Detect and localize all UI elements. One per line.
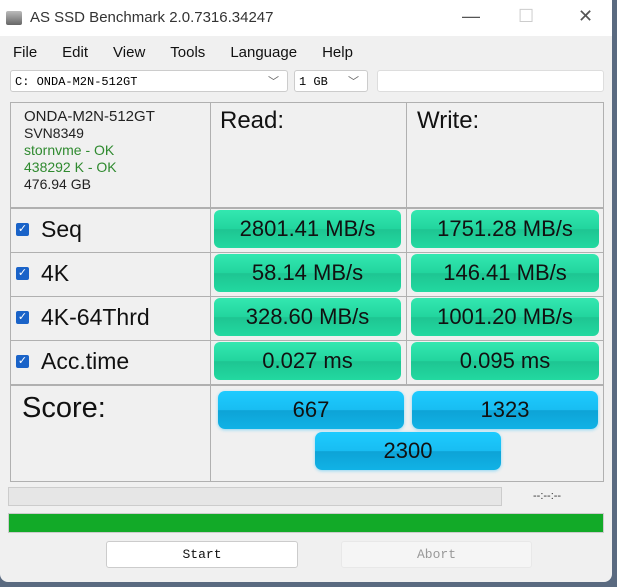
test-checkbox[interactable]: ✓ — [16, 223, 29, 236]
minimize-button[interactable]: — — [462, 6, 480, 26]
menu-tools[interactable]: Tools — [170, 44, 206, 61]
read-result: 2801.41 MB/s — [214, 210, 401, 248]
test-label: Seq — [41, 216, 82, 242]
drive-firmware: SVN8349 — [24, 125, 84, 141]
test-row-1: ✓ 4K — [16, 260, 69, 287]
drive-info-cell — [10, 102, 211, 208]
row-label-cell — [10, 296, 211, 341]
window-title: AS SSD Benchmark 2.0.7316.34247 — [30, 9, 274, 26]
test-progress-bar — [8, 487, 502, 506]
drive-info: ONDA-M2N-512GT SVN8349 stornvme - OK 438… — [24, 108, 155, 193]
test-label: 4K-64Thrd — [41, 304, 150, 330]
start-button[interactable]: Start — [106, 541, 298, 568]
write-score: 1323 — [412, 391, 598, 429]
driver-status: stornvme - OK — [24, 142, 115, 158]
menu-view[interactable]: View — [113, 44, 146, 61]
score-label-cell — [10, 385, 211, 482]
read-result: 0.027 ms — [214, 342, 401, 380]
menu-language[interactable]: Language — [230, 44, 298, 61]
elapsed-time: --:--:-- — [533, 490, 562, 502]
close-button[interactable]: ✕ — [578, 6, 594, 26]
size-select[interactable]: 1 GB ﹀ — [294, 70, 368, 92]
write-result: 1001.20 MB/s — [411, 298, 599, 336]
read-result: 328.60 MB/s — [214, 298, 401, 336]
write-result: 0.095 ms — [411, 342, 599, 380]
title-bar: AS SSD Benchmark 2.0.7316.34247 — ☐ ✕ — [0, 0, 612, 36]
write-result: 146.41 MB/s — [411, 254, 599, 292]
test-checkbox[interactable]: ✓ — [16, 267, 29, 280]
test-row-3: ✓ Acc.time — [16, 348, 129, 375]
write-result: 1751.28 MB/s — [411, 210, 599, 248]
menu-file[interactable]: File — [13, 44, 38, 61]
size-select-value: 1 GB — [299, 75, 328, 89]
drive-capacity: 476.94 GB — [24, 176, 91, 192]
drive-select[interactable]: C: ONDA-M2N-512GT ﹀ — [10, 70, 288, 92]
row-label-cell — [10, 340, 211, 385]
row-label-cell — [10, 252, 211, 297]
chevron-down-icon: ﹀ — [268, 75, 279, 88]
drive-select-value: C: ONDA-M2N-512GT — [15, 75, 138, 89]
total-score: 2300 — [315, 432, 501, 470]
test-checkbox[interactable]: ✓ — [16, 355, 29, 368]
overall-progress-bar — [8, 513, 604, 533]
extra-field[interactable] — [377, 70, 604, 92]
read-header-cell — [210, 102, 407, 208]
drive-model: ONDA-M2N-512GT — [24, 108, 155, 125]
menu-edit[interactable]: Edit — [62, 44, 89, 61]
test-row-2: ✓ 4K-64Thrd — [16, 304, 150, 331]
read-header: Read: — [220, 107, 285, 134]
maximize-button[interactable]: ☐ — [518, 6, 535, 26]
score-label: Score: — [22, 392, 106, 424]
read-result: 58.14 MB/s — [214, 254, 401, 292]
test-row-0: ✓ Seq — [16, 216, 82, 243]
menu-bar: File Edit View Tools Language Help — [0, 40, 365, 64]
menu-help[interactable]: Help — [322, 44, 353, 61]
alignment-status: 438292 K - OK — [24, 159, 117, 175]
read-score: 667 — [218, 391, 404, 429]
abort-button[interactable]: Abort — [341, 541, 532, 568]
test-checkbox[interactable]: ✓ — [16, 311, 29, 324]
chevron-down-icon: ﹀ — [348, 75, 359, 88]
row-label-cell — [10, 208, 211, 253]
test-label: Acc.time — [41, 348, 130, 374]
write-header: Write: — [417, 107, 480, 134]
drive-icon — [6, 11, 22, 25]
write-header-cell — [406, 102, 604, 208]
test-label: 4K — [41, 260, 70, 286]
